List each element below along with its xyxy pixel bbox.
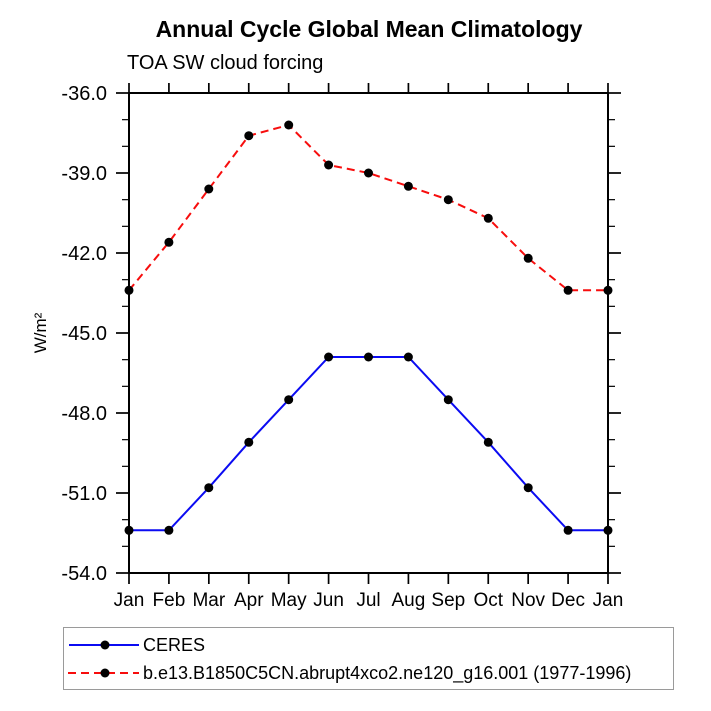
x-tick-label: May (271, 590, 307, 611)
data-point-model (603, 285, 613, 295)
data-point-model (364, 168, 373, 178)
x-tick-label: Sep (431, 590, 465, 611)
legend-line-sample-model (68, 668, 139, 678)
x-tick-label: Nov (511, 590, 545, 611)
data-point-model (204, 184, 214, 194)
data-point-model (324, 160, 334, 170)
data-point-model (244, 131, 254, 141)
series-line-ceres (129, 356, 608, 532)
x-tick-label: Jan (114, 590, 145, 611)
x-tick-label: Jul (356, 590, 380, 611)
data-point-ceres (403, 352, 413, 362)
data-point-ceres (483, 437, 493, 447)
legend-item-ceres: CERES (67, 631, 673, 659)
data-point-ceres (324, 352, 334, 362)
data-point-model (523, 253, 533, 263)
x-tick-label: Mar (192, 590, 225, 611)
legend-label-model: b.e13.B1850C5CN.abrupt4xco2.ne120_g16.00… (143, 662, 632, 683)
data-point-ceres (164, 525, 174, 535)
data-point-model (284, 120, 294, 130)
y-tick-label: -39.0 (61, 163, 107, 185)
legend-item-model: b.e13.B1850C5CN.abrupt4xco2.ne120_g16.00… (67, 659, 673, 687)
data-point-model (403, 181, 413, 191)
y-tick-label: -45.0 (61, 323, 107, 345)
x-tick-label: Oct (473, 590, 503, 611)
x-tick-label: Dec (551, 590, 585, 611)
data-point-model (563, 285, 573, 295)
x-tick-label: Aug (392, 590, 426, 611)
y-tick-label: -48.0 (61, 403, 107, 425)
legend: CERES b.e13.B1850C5CN.abrupt4xco2.ne120_… (63, 627, 674, 690)
data-point-model (483, 213, 493, 223)
y-tick-label: -42.0 (61, 243, 107, 265)
data-point-ceres (603, 525, 613, 535)
legend-label-ceres: CERES (143, 634, 206, 655)
x-tick-label: Feb (153, 590, 186, 611)
chart-subtitle: TOA SW cloud forcing (127, 52, 324, 74)
data-point-ceres (124, 525, 134, 535)
y-tick-label: -51.0 (61, 483, 107, 505)
chart-title: Annual Cycle Global Mean Climatology (155, 16, 583, 42)
data-point-ceres (364, 352, 373, 362)
data-point-model (164, 237, 174, 247)
y-tick-label: -54.0 (61, 563, 107, 585)
data-point-ceres (204, 483, 214, 493)
x-tick-label: Jun (313, 590, 344, 611)
data-point-ceres (443, 395, 453, 405)
data-point-model (443, 195, 453, 205)
data-point-ceres (284, 395, 294, 405)
data-point-ceres (523, 483, 533, 493)
x-tick-label: Jan (593, 590, 624, 611)
x-tick-label: Apr (234, 590, 264, 611)
plot-frame (128, 92, 609, 574)
series-line-model (128, 123, 608, 292)
data-point-ceres (244, 437, 254, 447)
data-point-ceres (563, 525, 573, 535)
y-tick-label: -36.0 (61, 83, 107, 105)
data-point-model (124, 285, 134, 295)
legend-line-sample-ceres (69, 640, 139, 650)
